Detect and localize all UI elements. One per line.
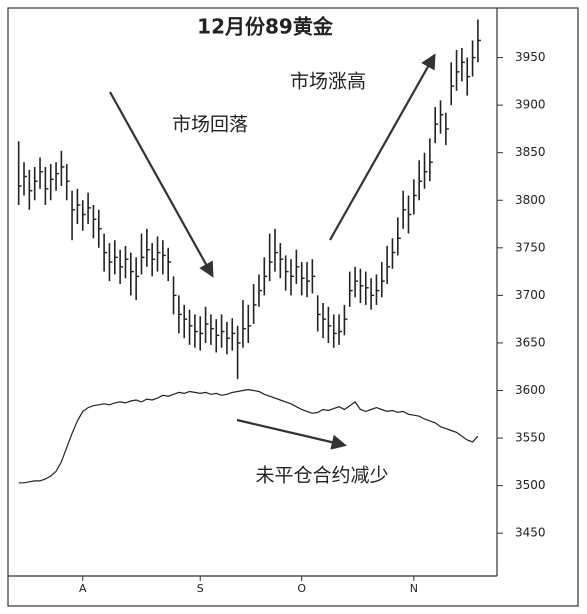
arrow bbox=[109, 91, 214, 278]
x-tick-label: N bbox=[410, 582, 418, 595]
x-tick-label: S bbox=[197, 582, 204, 595]
y-tick-label: 3750 bbox=[515, 240, 546, 254]
annotation: 市场涨高 bbox=[290, 71, 366, 93]
y-tick-label: 3550 bbox=[515, 431, 546, 445]
y-tick-label: 3950 bbox=[515, 50, 546, 64]
chart-title: 12月份89黄金 bbox=[197, 15, 334, 39]
arrow bbox=[329, 53, 436, 241]
arrow bbox=[236, 418, 347, 450]
y-tick-label: 3850 bbox=[515, 145, 546, 159]
open-interest-line bbox=[18, 388, 479, 484]
y-tick-label: 3450 bbox=[515, 526, 546, 540]
x-tick-label: A bbox=[79, 582, 87, 595]
y-tick-label: 3600 bbox=[515, 383, 546, 397]
x-tick-label: O bbox=[297, 582, 306, 595]
y-tick-label: 3700 bbox=[515, 288, 546, 302]
annotation: 市场回落 bbox=[172, 114, 248, 136]
y-tick-label: 3500 bbox=[515, 478, 546, 492]
annotation: 未平仓合约减少 bbox=[255, 465, 388, 487]
outer-frame bbox=[7, 7, 579, 607]
y-tick-label: 3800 bbox=[515, 193, 546, 207]
y-tick-label: 3650 bbox=[515, 335, 546, 349]
y-tick-label: 3900 bbox=[515, 98, 546, 112]
